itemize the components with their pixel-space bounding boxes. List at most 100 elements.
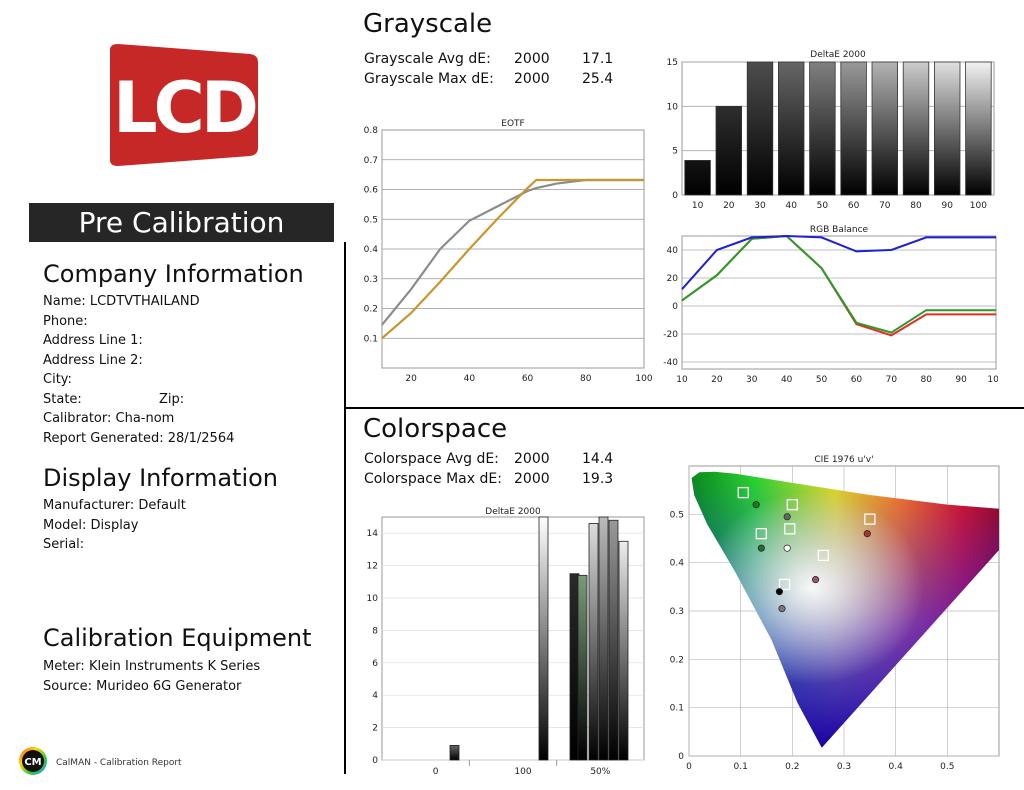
colorspace-max-formula: 2000	[514, 471, 550, 487]
rgb-x-tick: 90	[955, 375, 967, 385]
calman-badge-text: CM	[24, 757, 41, 768]
cie-x-tick: 0.2	[785, 762, 799, 772]
de-gray-bar-30	[746, 61, 774, 196]
de-gray-bar-40	[778, 61, 805, 196]
rgb-x-tick: 30	[746, 375, 758, 385]
cie-target-5	[817, 549, 829, 562]
de-gray-title: DeltaE 2000	[810, 50, 866, 60]
rgb-y-tick: -20	[663, 330, 678, 340]
grayscale-avg-formula: 2000	[514, 51, 550, 67]
de-gray-x-tick: 60	[848, 201, 860, 211]
eotf-y-tick: 0.7	[364, 156, 378, 166]
eotf-y-tick: 0.8	[364, 126, 379, 136]
grayscale-stats: Grayscale Avg dE: 2000 17.1 Grayscale Ma…	[364, 49, 644, 89]
eotf-y-tick: 0.4	[364, 245, 379, 255]
cie-x-tick: 0.3	[837, 762, 851, 772]
company-state-row: State: Zip:	[43, 390, 333, 410]
cie-y-tick: 0.2	[670, 655, 684, 665]
display-manufacturer: Manufacturer: Default	[43, 498, 186, 513]
company-name: Name: LCDTVTHAILAND	[43, 294, 200, 309]
de-color-y-tick: 2	[372, 724, 378, 734]
de-color-title: DeltaE 2000	[485, 507, 541, 517]
rgb-y-tick: 40	[667, 246, 679, 256]
cie-target-6	[778, 578, 791, 591]
rgb-x-tick: 80	[920, 375, 932, 385]
de-color-y-tick: 12	[367, 562, 378, 572]
rgb-line-2	[681, 234, 996, 290]
cie-y-tick: 0.1	[670, 704, 684, 714]
de-gray-bar-100	[965, 61, 992, 196]
grayscale-avg-label: Grayscale Avg dE:	[364, 51, 491, 67]
cie-x-tick: 0.4	[889, 762, 904, 772]
de-color-y-tick: 8	[372, 626, 378, 636]
grayscale-avg-value: 17.1	[582, 51, 614, 67]
colorspace-heading: Colorspace	[363, 414, 508, 444]
rgb-y-tick: 20	[667, 274, 679, 284]
eotf-x-tick: 40	[464, 374, 476, 384]
rgb-balance-chart: RGB Balance -40 -20 0 20 40 10 20 30 40 50 60 70 80 90…	[663, 225, 998, 385]
eotf-x-tick: 60	[522, 374, 534, 384]
grayscale-max-label: Grayscale Max dE:	[364, 71, 494, 87]
rgb-y-tick: -40	[663, 358, 678, 368]
company-phone: Phone:	[43, 313, 88, 329]
de-gray-x-tick: 10	[692, 201, 704, 211]
eotf-y-tick: 0.2	[364, 305, 378, 315]
eotf-y-tick: 0.3	[364, 275, 378, 285]
report-generated: Report Generated: 28/1/2564	[43, 430, 235, 446]
rgb-x-tick: 40	[781, 375, 793, 385]
horizontal-divider	[344, 407, 1024, 409]
de-gray-bar-50	[809, 61, 836, 196]
colorspace-avg-formula: 2000	[514, 451, 550, 467]
cie-measured-4	[783, 544, 791, 552]
cie-gamut-group	[691, 471, 999, 748]
de-color-y-tick: 6	[372, 659, 378, 669]
de-color-y-tick: 0	[372, 756, 378, 766]
de-gray-y-tick: 15	[667, 58, 678, 68]
de-color-y-tick: 10	[367, 594, 379, 604]
grayscale-heading: Grayscale	[363, 9, 493, 39]
cie-measured-1	[783, 513, 791, 521]
company-address-2: Address Line 2:	[43, 352, 143, 368]
rgb-x-tick: 100	[987, 375, 998, 385]
cie-title: CIE 1976 u'v'	[814, 455, 873, 465]
colorspace-max-value: 19.3	[582, 471, 614, 487]
company-calibrator: Calibrator: Cha-nom	[43, 411, 175, 426]
equipment-list: Meter: Klein Instruments K Series Source…	[43, 657, 333, 696]
de-gray-x-tick: 20	[723, 201, 735, 211]
vertical-divider	[344, 242, 346, 774]
de-gray-x-tick: 50	[817, 201, 829, 211]
de-gray-bar-10	[684, 160, 711, 196]
cie-target-3	[755, 528, 767, 540]
rgb-plot-area	[681, 235, 997, 370]
de-gray-bar-70	[871, 61, 898, 196]
cie-x-tick: 0	[686, 762, 692, 772]
de-color-bar-0	[449, 745, 460, 761]
de-gray-bar-60	[840, 61, 867, 196]
rgb-x-tick: 70	[886, 375, 898, 385]
eotf-x-tick: 20	[405, 374, 417, 384]
de-color-bar-6	[608, 519, 619, 761]
pre-calibration-banner: Pre Calibration	[29, 203, 334, 242]
eotf-chart: EOTF 0.1 0.2 0.3 0.4 0.5 0.6 0.7 0.8 20 40 60 80 100	[364, 119, 652, 384]
eotf-y-tick: 0.5	[364, 215, 378, 225]
de-gray-x-tick: 100	[970, 201, 987, 211]
de-gray-y-tick: 0	[672, 191, 678, 201]
eotf-title: EOTF	[501, 119, 524, 129]
cie-measured-3	[757, 544, 765, 552]
lcd-logo: LCD	[110, 44, 260, 166]
equipment-source: Source: Murideo 6G Generator	[43, 678, 242, 694]
colorspace-avg-value: 14.4	[582, 451, 614, 467]
calibration-equipment-heading: Calibration Equipment	[43, 624, 312, 652]
de-color-bar-5	[598, 516, 609, 761]
de-gray-y-tick: 5	[672, 147, 678, 157]
eotf-line-1	[381, 178, 644, 340]
de-gray-x-tick: 90	[941, 201, 953, 211]
svg-text:LCD: LCD	[113, 67, 256, 149]
grayscale-max-formula: 2000	[514, 71, 550, 87]
grayscale-max-value: 25.4	[582, 71, 614, 87]
cie-measured-7	[778, 605, 786, 613]
colorspace-max-label: Colorspace Max dE:	[364, 471, 502, 487]
rgb-x-tick: 60	[851, 375, 863, 385]
cie-chart: CIE 1976 u'v' 0 0.1 0.2 0.3 0.4 0.5 0 0.1 0.2 0.3 0…	[670, 455, 1000, 772]
rgb-line-1	[681, 234, 996, 334]
